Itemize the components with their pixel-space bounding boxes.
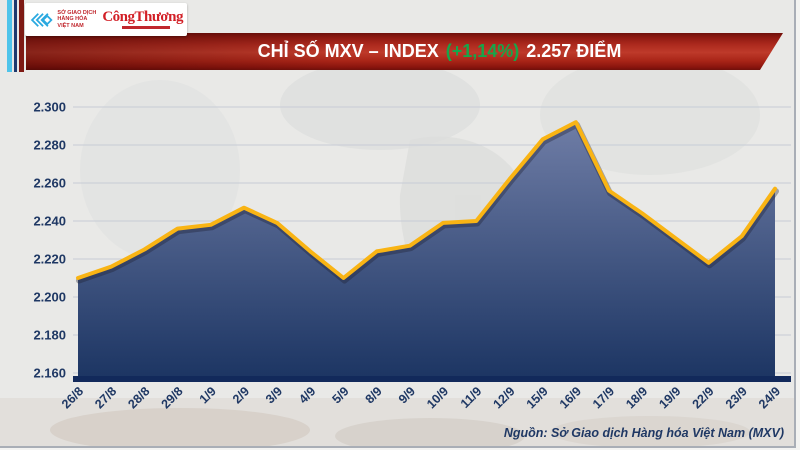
x-axis-label: 28/8 <box>125 384 152 411</box>
x-axis-label: 19/9 <box>656 384 683 411</box>
y-axis-label: 2.160 <box>33 366 66 381</box>
x-axis-label: 10/9 <box>424 384 451 411</box>
y-axis-label: 2.200 <box>33 290 66 305</box>
congthuong-masthead: CôngThương <box>102 9 183 25</box>
y-axis-label: 2.180 <box>33 328 66 343</box>
x-axis-label: 2/9 <box>230 384 252 406</box>
org-line-2: HÀNG HÓA <box>57 16 88 23</box>
left-accent-stripe-navy <box>14 0 17 72</box>
left-accent-stripe-cyan <box>7 0 12 72</box>
logo-box: SỞ GIAO DỊCH HÀNG HÓA VIỆT NAM CôngThươn… <box>25 3 187 36</box>
x-axis-label: 12/9 <box>491 384 518 411</box>
mxv-logo-icon <box>30 12 53 27</box>
y-axis-label: 2.300 <box>33 100 66 115</box>
x-axis-line <box>73 376 791 382</box>
x-axis-label: 23/9 <box>723 384 750 411</box>
x-axis-label: 3/9 <box>263 384 285 406</box>
x-axis-label: 11/9 <box>458 384 485 411</box>
y-axis-label: 2.260 <box>33 176 66 191</box>
x-axis-label: 4/9 <box>296 384 318 406</box>
x-axis-label: 15/9 <box>524 384 551 411</box>
title-banner: CHỈ SỐ MXV – INDEX (+1,14%) 2.257 ĐIỂM <box>26 33 783 70</box>
x-axis-label: 1/9 <box>197 384 219 406</box>
left-accent-stripe-maroon <box>19 0 24 72</box>
x-axis-label: 27/8 <box>92 384 119 411</box>
x-axis-label: 17/9 <box>590 384 617 411</box>
y-axis-label: 2.240 <box>33 214 66 229</box>
index-line <box>76 120 777 280</box>
x-axis-label: 8/9 <box>363 384 385 406</box>
x-axis-label: 9/9 <box>396 384 418 406</box>
congthuong-logo: CôngThương <box>102 10 183 29</box>
x-axis-label: 24/9 <box>756 384 783 411</box>
banner-change-percent: (+1,14%) <box>445 41 520 61</box>
org-line-1: SỞ GIAO DỊCH <box>57 9 97 16</box>
x-axis-label: 29/8 <box>159 384 186 411</box>
mxv-org-name: SỞ GIAO DỊCH HÀNG HÓA VIỆT NAM <box>57 10 96 30</box>
index-area <box>78 122 775 382</box>
congthuong-tagline-bar <box>122 26 171 29</box>
x-axis-label: 22/9 <box>690 384 717 411</box>
x-axis-label: 16/9 <box>557 384 584 411</box>
banner-points-value: 2.257 ĐIỂM <box>526 41 622 61</box>
y-axis-label: 2.220 <box>33 252 66 267</box>
y-axis-label: 2.280 <box>33 138 66 153</box>
source-credit: Nguồn: Sở Giao dịch Hàng hóa Việt Nam (M… <box>503 426 784 440</box>
x-axis-label: 26/8 <box>59 384 86 411</box>
banner-title: CHỈ SỐ MXV – INDEX <box>257 41 439 61</box>
x-axis-label: 18/9 <box>623 384 650 411</box>
x-axis-label: 5/9 <box>329 384 351 406</box>
org-line-3: VIỆT NAM <box>57 22 84 29</box>
